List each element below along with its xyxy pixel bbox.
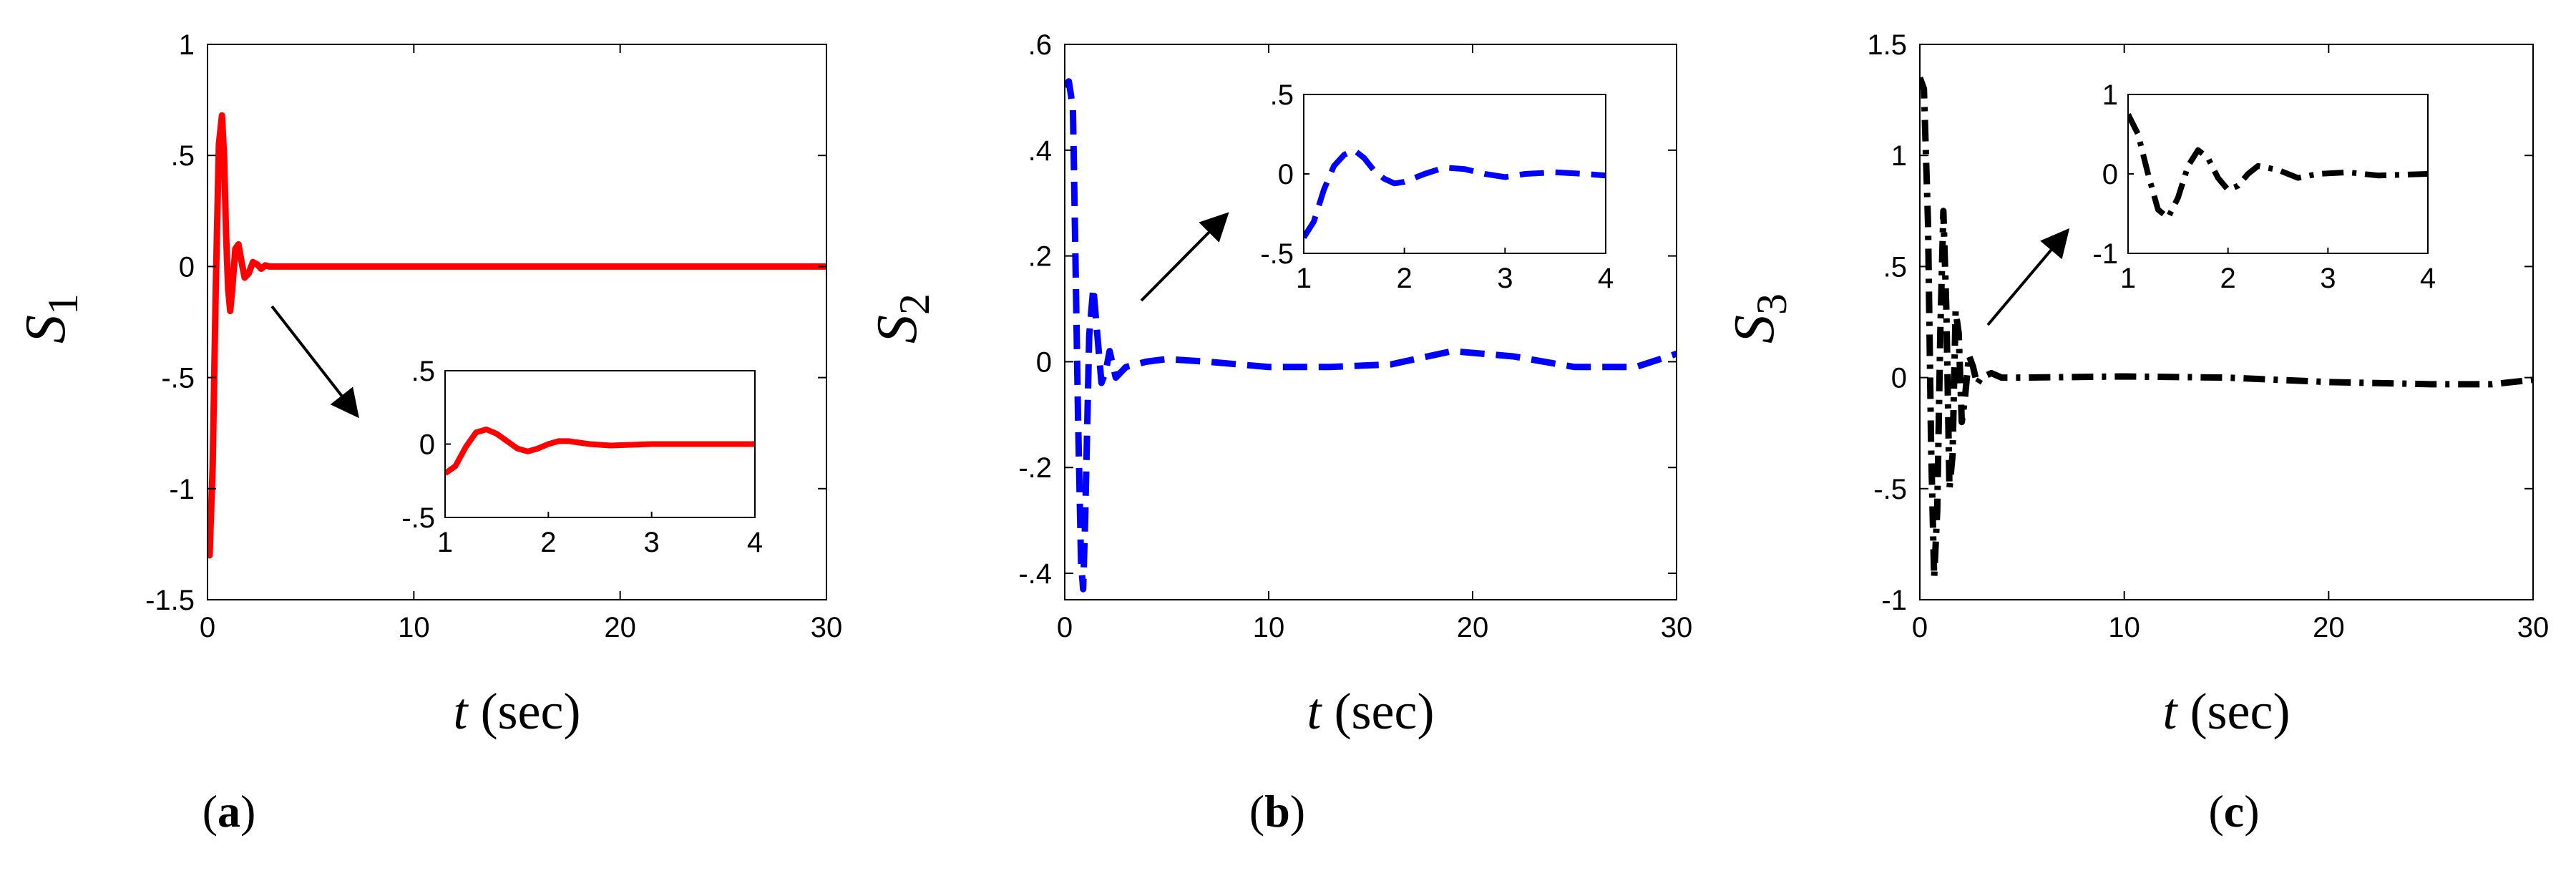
inset-plot: 1 2 3 4 -.5 0 .5: [1260, 79, 1614, 294]
inset-x-tick-label: 4: [747, 527, 763, 558]
x-axis-variable: t: [2163, 683, 2179, 740]
y-tick-label: 1: [1891, 140, 1907, 172]
panel-a: 0 10 20 30-1.5-1-.50.51t (sec)S1(a)1 2 3 4-.50…: [14, 29, 842, 837]
y-tick-label: -.5: [1873, 474, 1907, 505]
x-axis-variable: t: [454, 683, 469, 740]
x-axis-label: t (sec): [454, 683, 581, 740]
x-axis-unit: (sec): [2177, 683, 2290, 740]
y-axis-label: S3: [1723, 293, 1795, 344]
inset-x-tick-label: 1: [2120, 263, 2136, 294]
x-axis-label: t (sec): [2163, 683, 2290, 740]
plot-frame: [1919, 44, 2534, 600]
inset-x-tick-label: 4: [1598, 263, 1614, 294]
inset-y-tick-label: .5: [1270, 79, 1294, 111]
x-tick-label: 0: [200, 612, 215, 643]
y-axis-symbol: S: [1723, 315, 1786, 344]
inset-y-tick-label: 0: [419, 429, 435, 461]
series-line-0: [1065, 78, 1677, 593]
inset-x-tick-label: 1: [437, 527, 453, 558]
y-axis-label: S2: [866, 293, 938, 344]
inset-y-tick-label: -1: [2092, 238, 2118, 270]
inset-y-tick-label: 0: [1278, 159, 1294, 190]
panel-label: (a): [203, 786, 256, 837]
y-tick-label: -.5: [161, 363, 195, 394]
inset-x-tick-label: 3: [1497, 263, 1513, 294]
x-tick-label: 20: [604, 612, 636, 643]
y-tick-label: -1: [169, 474, 195, 505]
x-axis-variable: t: [1307, 683, 1323, 740]
series-line-0: [208, 112, 826, 559]
inset-series-line: [1304, 147, 1606, 239]
inset-y-tick-label: 1: [2102, 79, 2118, 111]
x-tick-label: 0: [1057, 612, 1073, 643]
zoom-arrow: [270, 305, 359, 419]
plot-frame: [207, 44, 827, 600]
series-line-0: [1920, 77, 2533, 581]
y-axis-symbol: S: [866, 315, 929, 344]
x-axis-unit: (sec): [468, 683, 581, 740]
inset-x-tick-label: 3: [644, 527, 660, 558]
y-tick-label: -1.5: [145, 585, 195, 616]
y-tick-label: .2: [1028, 241, 1052, 273]
zoom-arrow: [1986, 228, 2070, 326]
y-axis-label: S1: [14, 293, 87, 344]
y-axis-subscript: 3: [1748, 293, 1795, 315]
plot-frame: [1064, 44, 1677, 600]
inset-plot: 1 2 3 4 -.5 0 .5: [401, 356, 763, 558]
y-tick-label: .4: [1028, 135, 1052, 167]
y-axis-subscript: 1: [39, 293, 87, 315]
x-tick-label: 10: [398, 612, 430, 643]
x-tick-label: 10: [2108, 612, 2140, 643]
inset-x-tick-label: 2: [540, 527, 556, 558]
inset-x-tick-label: 1: [1296, 263, 1312, 294]
y-tick-label: 0: [179, 251, 195, 283]
x-tick-label: 10: [1253, 612, 1285, 643]
inset-y-tick-label: -.5: [401, 502, 435, 534]
y-axis-subscript: 2: [891, 293, 938, 315]
y-tick-label: -1: [1881, 585, 1907, 616]
y-tick-label: 0: [1891, 363, 1907, 394]
inset-x-tick-label: 4: [2420, 263, 2436, 294]
x-tick-label: 20: [1457, 612, 1489, 643]
zoom-arrow: [1140, 212, 1229, 302]
y-tick-label: .5: [1883, 251, 1907, 283]
inset-plot: 1 2 3 4 -1 0 1: [2092, 79, 2436, 294]
panel-c: 0 10 20 30-1-.50.511.5t (sec)S3(c)1 2 3 4-101: [1723, 29, 2549, 837]
x-tick-label: 0: [1912, 612, 1928, 643]
y-axis-symbol: S: [14, 315, 77, 344]
y-tick-label: 0: [1036, 346, 1052, 378]
inset-x-tick-label: 2: [2220, 263, 2236, 294]
x-axis-unit: (sec): [1322, 683, 1435, 740]
inset-x-tick-label: 2: [1397, 263, 1413, 294]
y-tick-label: -.4: [1018, 558, 1052, 590]
y-tick-label: .5: [171, 140, 195, 172]
panel-label: (b): [1249, 786, 1305, 837]
x-tick-label: 30: [811, 612, 843, 643]
inset-y-tick-label: -.5: [1260, 238, 1294, 270]
panel-label: (c): [2208, 786, 2259, 837]
inset-y-tick-label: 0: [2102, 159, 2118, 190]
inset-y-tick-label: .5: [411, 356, 435, 387]
y-tick-label: 1.5: [1867, 29, 1907, 61]
x-tick-label: 30: [2517, 612, 2550, 643]
inset-x-tick-label: 3: [2320, 263, 2336, 294]
x-tick-label: 20: [2313, 612, 2345, 643]
y-tick-label: 1: [179, 29, 195, 61]
inset-series-line: [2128, 112, 2428, 221]
x-tick-label: 30: [1661, 612, 1693, 643]
y-tick-label: -.2: [1018, 452, 1052, 484]
y-tick-label: .6: [1028, 29, 1052, 61]
panel-b: 0 10 20 30-.4-.20.2.4.6t (sec)S2(b)1 2 3 4-.50…: [866, 29, 1692, 837]
inset-series-line: [445, 427, 755, 476]
x-axis-label: t (sec): [1307, 683, 1435, 740]
